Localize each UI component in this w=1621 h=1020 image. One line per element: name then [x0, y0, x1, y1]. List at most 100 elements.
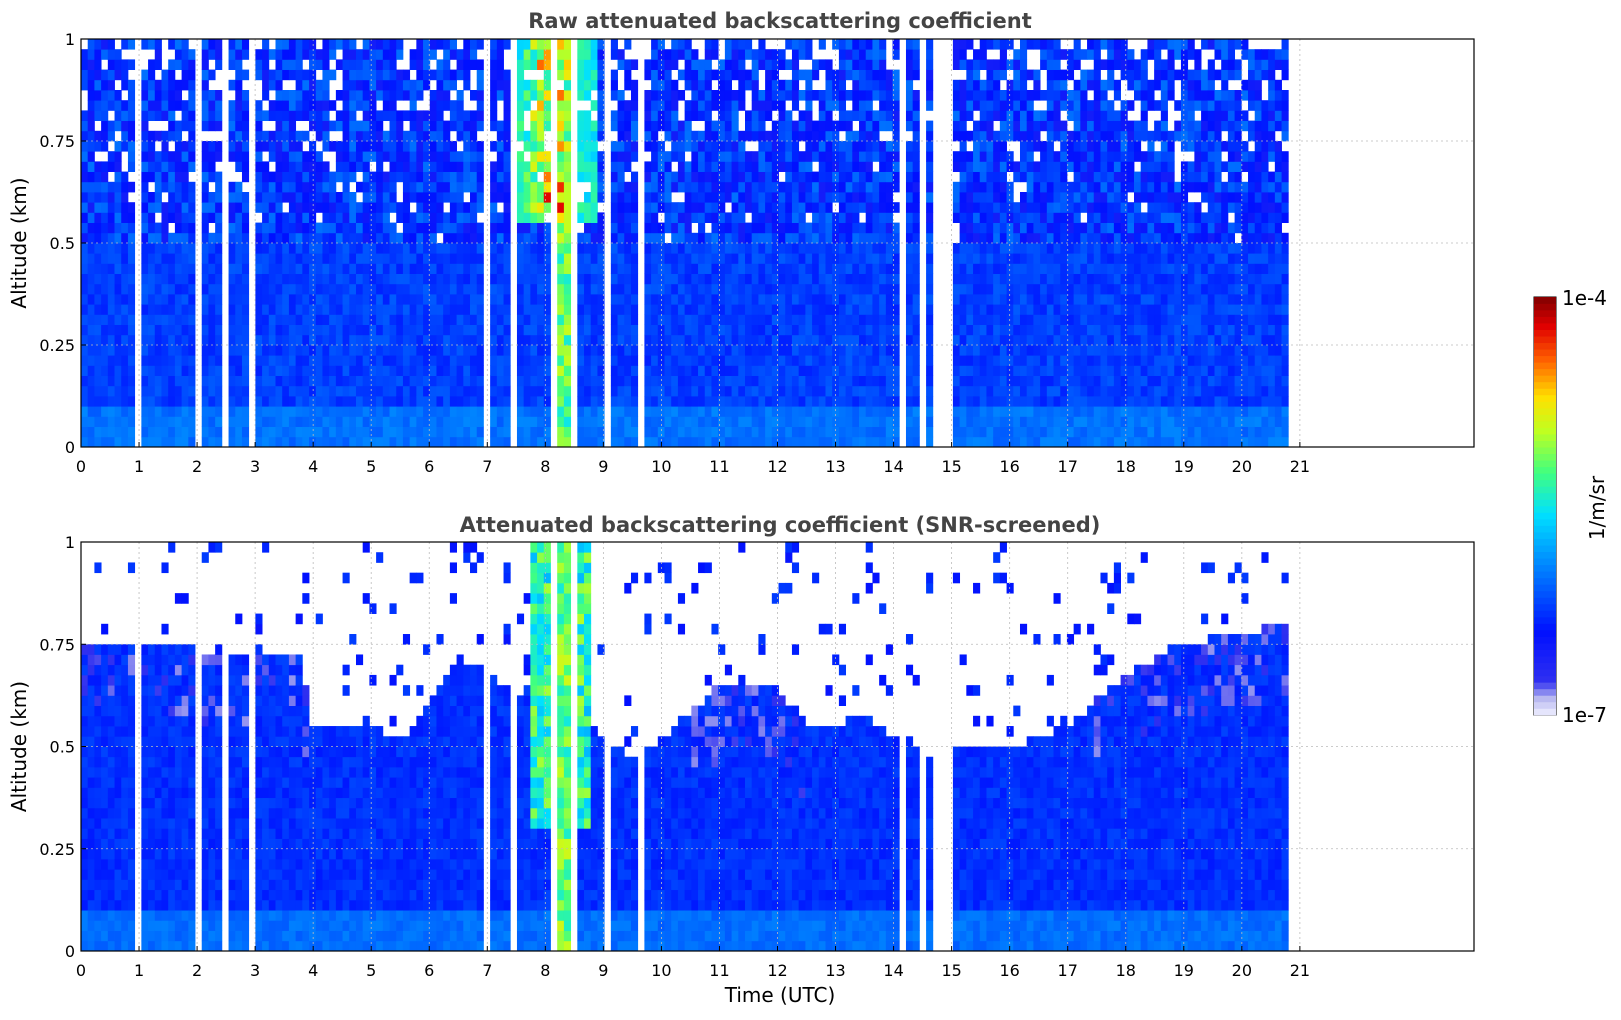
- heatmap-cell: [275, 396, 283, 407]
- heatmap-cell: [664, 161, 672, 172]
- heatmap-cell: [228, 49, 236, 60]
- heatmap-cell: [825, 324, 833, 336]
- heatmap-cell: [691, 283, 699, 295]
- heatmap-cell: [121, 232, 129, 244]
- heatmap-cell: [1066, 151, 1075, 162]
- heatmap-cell: [168, 232, 176, 244]
- heatmap-cell: [241, 49, 250, 60]
- heatmap-cell: [610, 181, 618, 193]
- heatmap-cell: [590, 130, 598, 142]
- heatmap-cell: [174, 100, 183, 111]
- heatmap-cell: [651, 375, 659, 387]
- heatmap-cell: [101, 39, 109, 50]
- heatmap-cell: [101, 202, 109, 213]
- heatmap-cell: [738, 355, 746, 366]
- heatmap-cell: [262, 130, 270, 142]
- heatmap-cell: [215, 59, 223, 70]
- heatmap-cell: [275, 294, 283, 305]
- heatmap-cell: [201, 69, 209, 81]
- heatmap-cell: [530, 243, 538, 254]
- heatmap-cell: [973, 314, 981, 325]
- heatmap-cell: [1033, 263, 1041, 274]
- heatmap-cell: [335, 365, 343, 376]
- heatmap-cell: [235, 39, 243, 50]
- heatmap-cell: [255, 416, 263, 427]
- heatmap-cell: [396, 365, 404, 376]
- heatmap-cell: [859, 141, 867, 152]
- heatmap-cell: [141, 79, 149, 91]
- heatmap-cell: [1040, 161, 1048, 172]
- heatmap-cell: [322, 345, 330, 356]
- heatmap-cell: [838, 365, 847, 376]
- heatmap-cell: [322, 232, 330, 244]
- heatmap-cell: [671, 365, 679, 376]
- heatmap-cell: [463, 283, 471, 295]
- heatmap-cell: [751, 253, 759, 264]
- heatmap-cell: [684, 39, 692, 50]
- heatmap-cell: [161, 365, 169, 376]
- heatmap-cell: [463, 130, 471, 142]
- heatmap-cell: [644, 110, 652, 121]
- heatmap-cell: [1013, 120, 1021, 132]
- heatmap-cell: [872, 69, 880, 81]
- heatmap-cell: [94, 334, 102, 346]
- heatmap-cell: [275, 181, 283, 193]
- heatmap-cell: [677, 406, 686, 417]
- heatmap-cell: [490, 396, 498, 407]
- heatmap-cell: [818, 273, 826, 285]
- heatmap-cell: [201, 345, 209, 356]
- heatmap-cell: [1026, 222, 1034, 234]
- heatmap-cell: [476, 345, 484, 356]
- heatmap-cell: [154, 222, 162, 234]
- heatmap-cell: [664, 79, 672, 91]
- heatmap-cell: [993, 314, 1001, 325]
- heatmap-cell: [852, 171, 860, 183]
- heatmap-cell: [926, 263, 934, 274]
- heatmap-cell: [644, 314, 652, 325]
- heatmap-cell: [127, 120, 136, 132]
- heatmap-cell: [691, 324, 699, 336]
- heatmap-cell: [993, 130, 1001, 142]
- heatmap-cell: [872, 406, 880, 417]
- heatmap-cell: [758, 355, 766, 366]
- heatmap-cell: [537, 426, 545, 438]
- heatmap-cell: [872, 314, 880, 325]
- heatmap-cell: [543, 181, 551, 193]
- heatmap-cell: [476, 385, 484, 397]
- heatmap-cell: [905, 355, 914, 366]
- heatmap-cell: [181, 253, 189, 264]
- heatmap-cell: [228, 130, 236, 142]
- heatmap-cell: [382, 416, 390, 427]
- heatmap-cell: [738, 436, 746, 448]
- heatmap-cell: [1006, 232, 1014, 244]
- heatmap-cell: [201, 355, 209, 366]
- heatmap-cell: [228, 202, 236, 213]
- heatmap-cell: [490, 181, 498, 193]
- heatmap-cell: [765, 100, 773, 111]
- heatmap-cell: [677, 416, 686, 427]
- heatmap-cell: [302, 192, 310, 203]
- heatmap-cell: [630, 416, 639, 427]
- heatmap-cell: [912, 365, 920, 376]
- heatmap-cell: [94, 171, 102, 183]
- heatmap-cell: [617, 426, 625, 438]
- heatmap-cell: [389, 39, 397, 50]
- heatmap-cell: [999, 334, 1007, 346]
- heatmap-cell: [979, 253, 987, 264]
- heatmap-cell: [818, 39, 826, 50]
- heatmap-cell: [496, 253, 504, 264]
- heatmap-cell: [1026, 355, 1034, 366]
- heatmap-cell: [141, 161, 149, 172]
- heatmap-cell: [543, 253, 551, 264]
- heatmap-cell: [765, 334, 773, 346]
- heatmap-cell: [141, 202, 149, 213]
- heatmap-cell: [832, 181, 840, 193]
- heatmap-cell: [966, 243, 974, 254]
- heatmap-cell: [798, 243, 806, 254]
- heatmap-cell: [188, 324, 196, 336]
- heatmap-cell: [691, 375, 699, 387]
- heatmap-cell: [315, 283, 323, 295]
- heatmap-cell: [201, 436, 209, 448]
- heatmap-cell: [429, 100, 437, 111]
- heatmap-cell: [912, 181, 920, 193]
